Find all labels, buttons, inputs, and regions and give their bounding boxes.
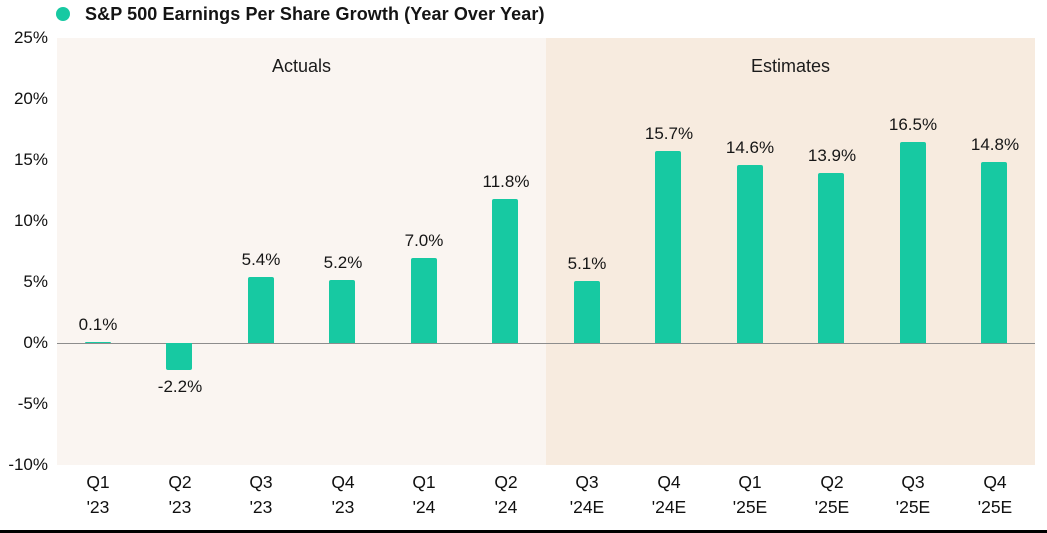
y-tick-label: 20%	[13, 89, 48, 108]
bar	[737, 165, 763, 343]
x-tick-label: Q1'25E	[732, 472, 768, 517]
x-tick-label: Q3'25E	[895, 472, 931, 517]
x-tick-label: Q4'23	[331, 472, 355, 517]
bar-value-label: 5.2%	[323, 253, 363, 272]
actuals-region	[57, 38, 546, 465]
x-tick-label: Q2'25E	[814, 472, 850, 517]
bar-value-label: 13.9%	[807, 146, 857, 165]
bar-value-label: 11.8%	[482, 172, 530, 191]
y-tick-label: 25%	[13, 28, 48, 47]
bar	[574, 281, 600, 343]
chart-title: S&P 500 Earnings Per Share Growth (Year …	[85, 3, 545, 24]
x-tick-label: Q2'24	[494, 472, 518, 517]
bar-value-label: 14.6%	[725, 138, 775, 157]
bar-value-label: -2.2%	[157, 377, 203, 396]
x-tick-label: Q1'23	[86, 472, 110, 517]
bar	[85, 342, 111, 343]
bar	[166, 343, 192, 370]
x-tick-label: Q3'23	[249, 472, 273, 517]
legend: S&P 500 Earnings Per Share Growth (Year …	[56, 1, 545, 27]
y-tick-label: 5%	[23, 272, 48, 291]
y-tick-label: 15%	[13, 150, 48, 169]
y-tick-label: 0%	[23, 333, 48, 352]
x-tick-label: Q4'25E	[977, 472, 1013, 517]
bar	[900, 142, 926, 343]
bar	[981, 162, 1007, 343]
bar	[248, 277, 274, 343]
estimates-region-label: Estimates	[750, 56, 831, 76]
y-tick-label: 10%	[13, 211, 48, 230]
x-tick-label: Q3'24E	[569, 472, 605, 517]
bar-value-label: 15.7%	[644, 124, 694, 143]
bar	[411, 258, 437, 343]
estimates-region	[546, 38, 1035, 465]
bar-value-label: 5.1%	[567, 254, 607, 273]
y-tick-label: -10%	[8, 455, 48, 474]
x-tick-label: Q1'24	[412, 472, 436, 517]
actuals-region-label: Actuals	[271, 56, 332, 76]
bar-value-label: 0.1%	[78, 315, 118, 334]
legend-dot-icon	[56, 7, 70, 21]
bottom-border	[0, 530, 1047, 533]
bar	[492, 199, 518, 343]
bar-value-label: 5.4%	[241, 250, 281, 269]
zero-axis-line	[57, 343, 1035, 344]
bar-value-label: 14.8%	[970, 135, 1020, 154]
bar-value-label: 7.0%	[404, 231, 444, 250]
y-tick-label: -5%	[17, 394, 48, 413]
bar	[818, 173, 844, 343]
plot-area: Actuals Estimates 0.1% -2.2% 5.4% 5.2% 7.0% 1…	[57, 38, 1035, 465]
bar	[655, 151, 681, 343]
bar-value-label: 16.5%	[888, 115, 938, 134]
x-tick-label: Q2'23	[168, 472, 192, 517]
bar	[329, 280, 355, 343]
x-tick-label: Q4'24E	[651, 472, 687, 517]
